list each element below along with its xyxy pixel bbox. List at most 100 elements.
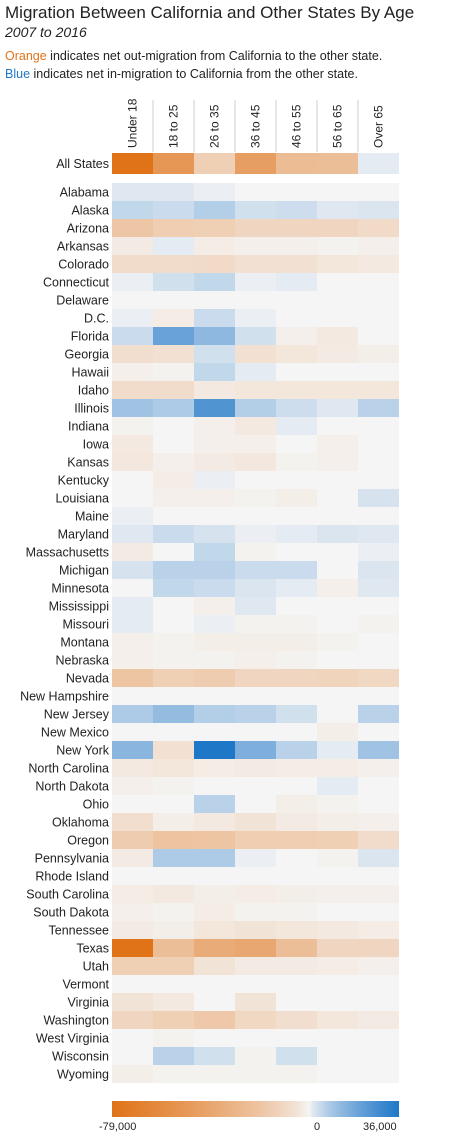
heatmap-cell [317,399,358,417]
heatmap-cell [153,345,194,363]
state-row-label: Florida [71,330,109,344]
heatmap-cell [112,219,153,237]
heatmap-cell [112,543,153,561]
heatmap-cell [112,903,153,921]
heatmap-cell [235,741,276,759]
heatmap-cell [194,759,235,777]
heatmap-cell [235,219,276,237]
heatmap-cell [153,705,194,723]
heatmap-cell [194,777,235,795]
heatmap-cell [153,363,194,381]
heatmap-cell [276,507,317,525]
heatmap-cell [317,669,358,687]
heatmap-cell [276,705,317,723]
state-row-label: Maryland [58,528,109,542]
heatmap-cell [317,201,358,219]
heatmap-cell [358,831,399,849]
heatmap-cell [235,597,276,615]
blue-note-keyword: Blue [5,67,31,81]
heatmap-cell [112,471,153,489]
state-row-label: Montana [60,636,109,650]
heatmap-cell [276,399,317,417]
heatmap-cell [276,273,317,291]
heatmap-cell [317,993,358,1011]
heatmap-cell [358,993,399,1011]
heatmap-cell [276,939,317,957]
heatmap-cell [153,777,194,795]
heatmap-cell [112,723,153,741]
heatmap-cell [317,867,358,885]
heatmap-cell [194,1011,235,1029]
heatmap-cell [317,759,358,777]
heatmap-cell [358,705,399,723]
heatmap-cell [194,201,235,219]
heatmap-cell [358,345,399,363]
heatmap-cell [153,759,194,777]
heatmap-cell [276,885,317,903]
heatmap-cell [235,849,276,867]
orange-note-text: indicates net out-migration from Califor… [46,49,383,63]
heatmap-cell [317,255,358,273]
column-header: 18 to 25 [167,104,181,148]
heatmap-cell [235,489,276,507]
heatmap-cell [358,615,399,633]
heatmap-cell [276,435,317,453]
heatmap-cell [153,273,194,291]
heatmap-cell [317,741,358,759]
heatmap-cell [153,489,194,507]
heatmap-cell [112,633,153,651]
heatmap-cell [317,489,358,507]
state-row-label: Kentucky [58,474,110,488]
state-row-label: Alabama [60,186,109,200]
heatmap-cell [194,957,235,975]
heatmap-cell [276,1047,317,1065]
heatmap-cell [112,399,153,417]
heatmap-cell [358,597,399,615]
state-row-label: Wisconsin [52,1050,109,1064]
state-row-label: South Carolina [26,888,109,902]
heatmap-cell [153,201,194,219]
heatmap-cell [358,669,399,687]
heatmap-cell [358,255,399,273]
blue-note-text: indicates net in-migration to California… [30,67,358,81]
heatmap-cell [235,417,276,435]
heatmap-cell [276,795,317,813]
heatmap-cell [153,525,194,543]
heatmap-cell [317,777,358,795]
heatmap-cell [317,183,358,201]
heatmap-cell [358,579,399,597]
heatmap-cell [153,435,194,453]
column-header: 36 to 45 [249,104,263,148]
heatmap-cell [276,993,317,1011]
heatmap-cell [235,153,276,174]
heatmap-cell [276,957,317,975]
heatmap-cell [358,399,399,417]
heatmap-cell [194,255,235,273]
heatmap-cell [358,849,399,867]
heatmap-cell [112,183,153,201]
heatmap-cell [317,723,358,741]
heatmap-cell [112,525,153,543]
heatmap-cell [194,183,235,201]
heatmap-cell [358,651,399,669]
heatmap-cell [153,1065,194,1083]
state-row-label: Maine [75,510,109,524]
heatmap-cell [235,1029,276,1047]
blue-note: Blue indicates net in-migration to Calif… [5,67,358,81]
heatmap-cell [235,867,276,885]
heatmap-cell [194,669,235,687]
heatmap-cell [235,795,276,813]
heatmap-cell [358,687,399,705]
heatmap-cell [112,273,153,291]
heatmap-cell [276,471,317,489]
heatmap-cell [153,921,194,939]
heatmap-cell [194,597,235,615]
heatmap-cell [358,291,399,309]
state-row-label: Pennsylvania [35,852,109,866]
column-header: Under 18 [126,98,140,148]
heatmap-cell [276,1029,317,1047]
heatmap-cell [276,669,317,687]
heatmap-cell [358,813,399,831]
heatmap-cell [194,795,235,813]
heatmap-cell [276,381,317,399]
